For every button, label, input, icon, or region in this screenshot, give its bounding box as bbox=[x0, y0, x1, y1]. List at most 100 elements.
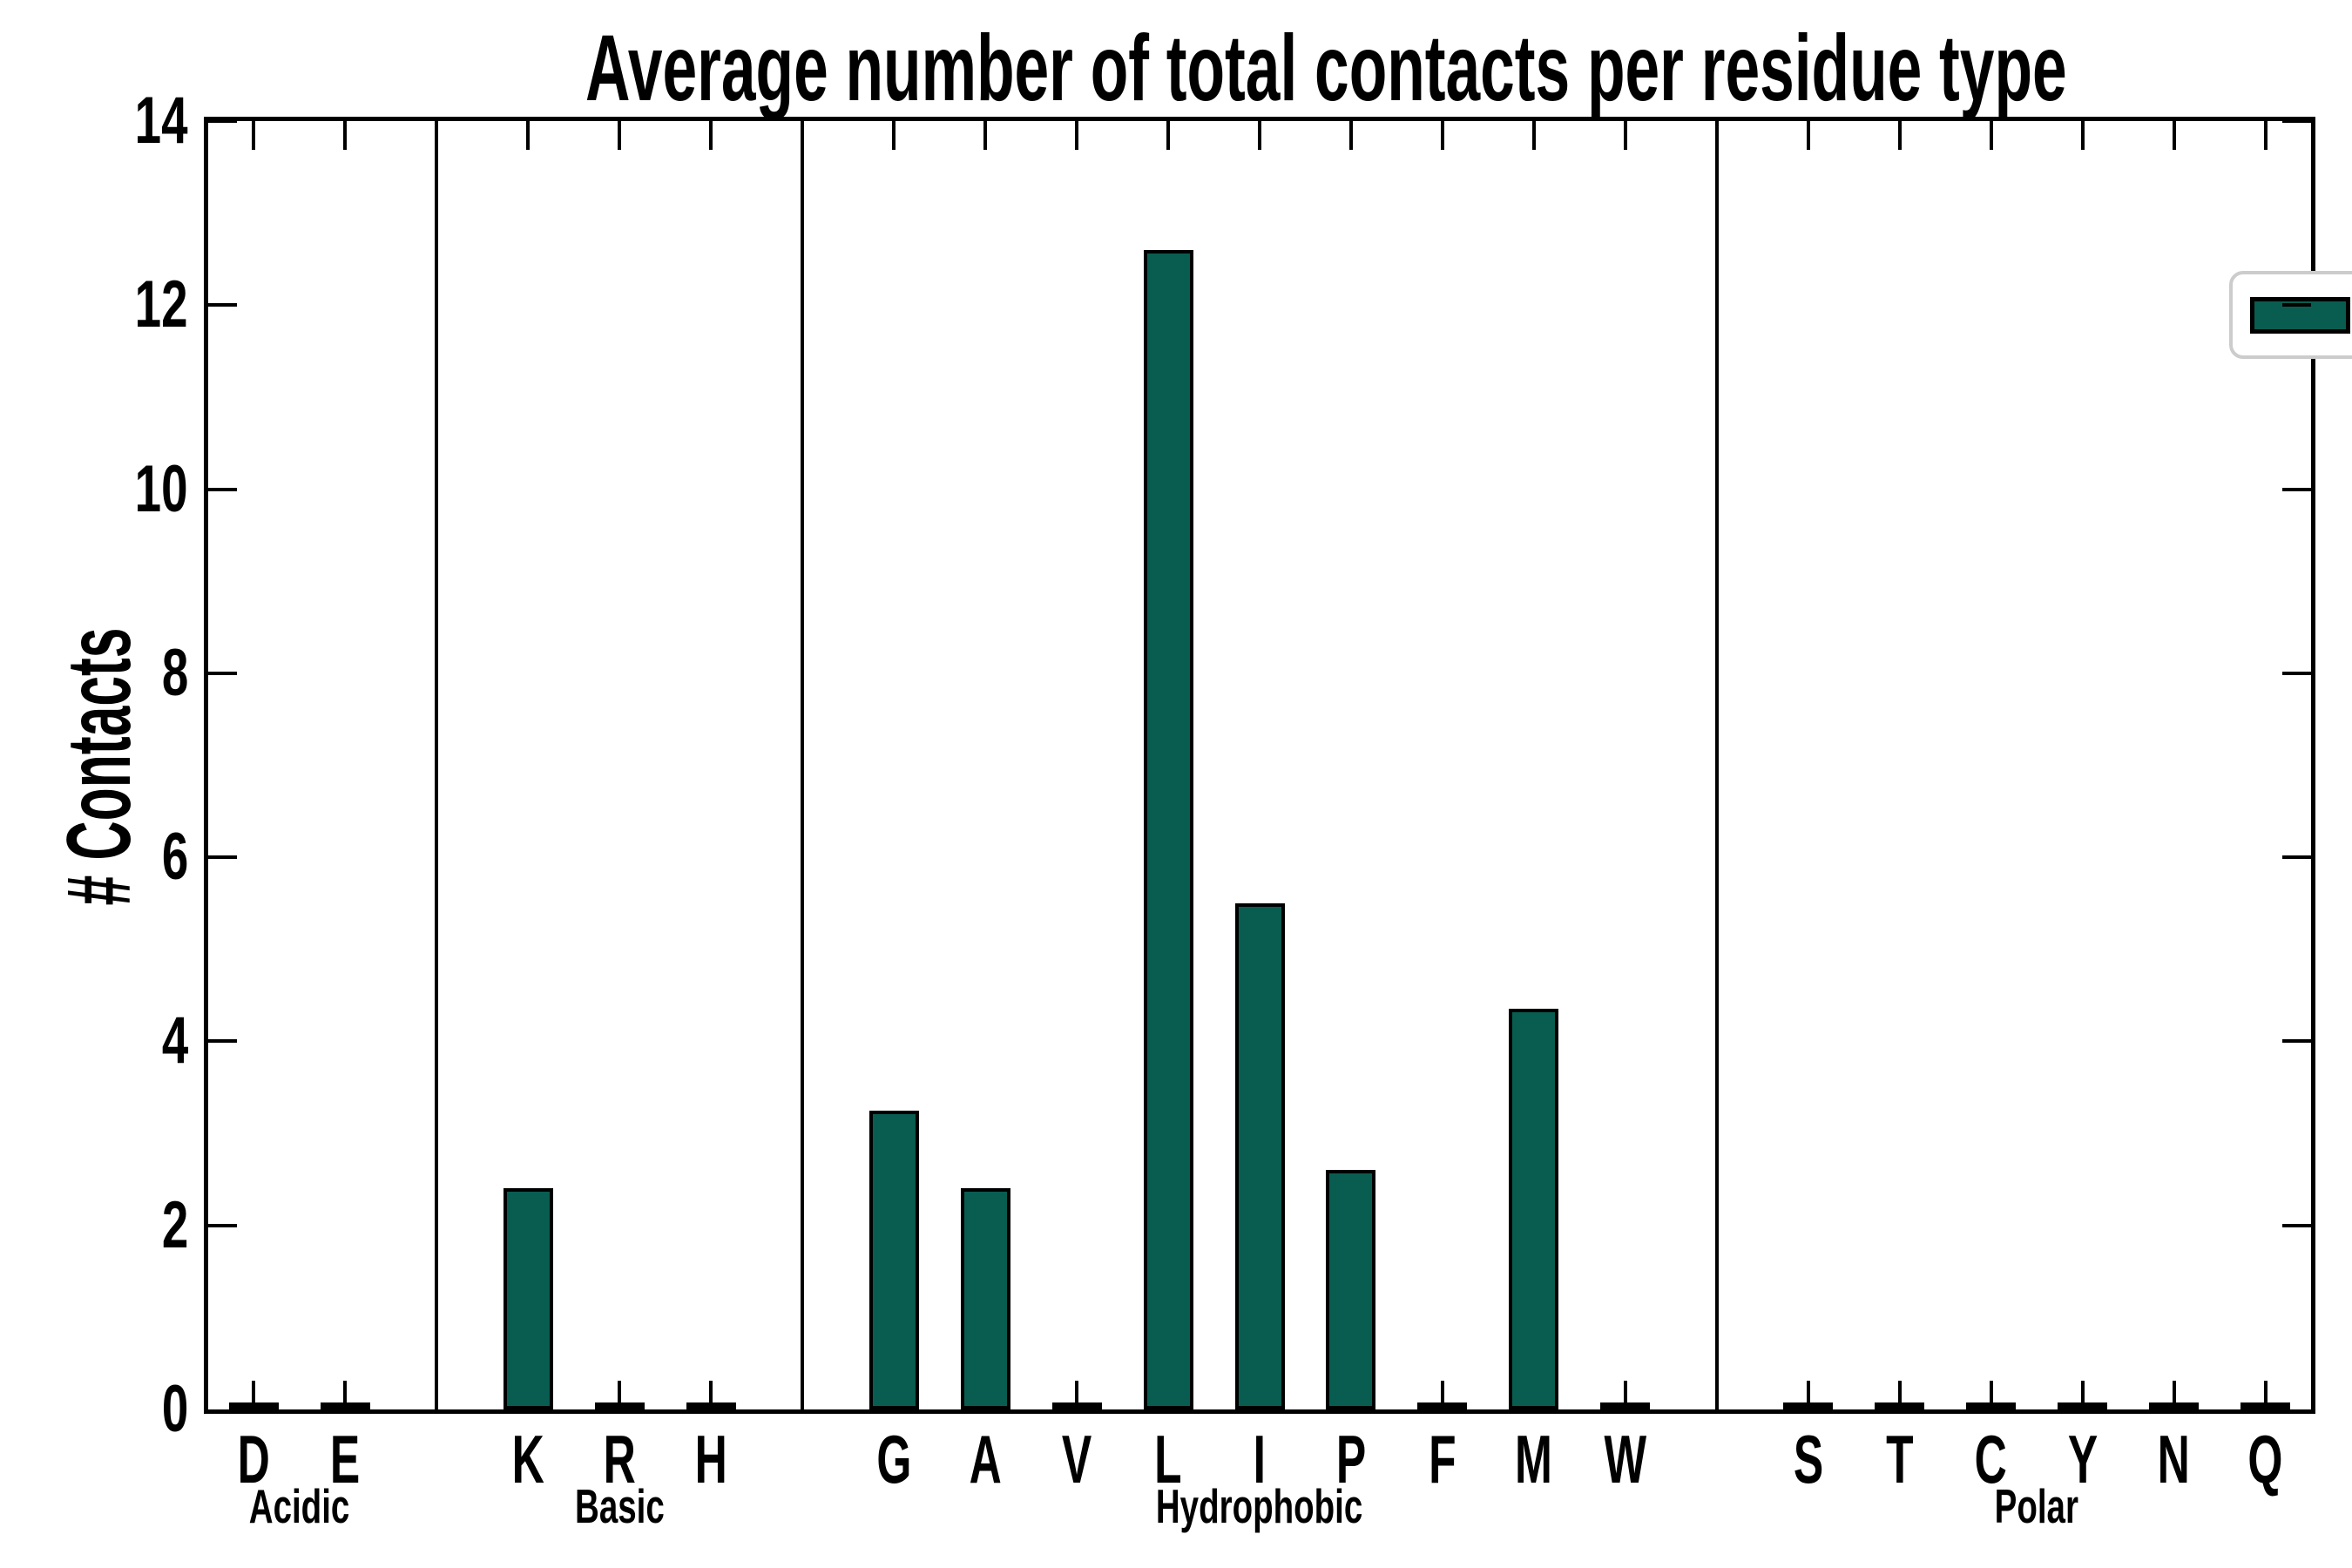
group-label-hydrophobic: Hydrophobic bbox=[1156, 1479, 1363, 1533]
bar-G bbox=[868, 1110, 919, 1409]
bar-Y bbox=[2058, 1402, 2108, 1409]
x-tick-bottom bbox=[1075, 1381, 1079, 1409]
group-label-polar: Polar bbox=[1994, 1479, 2079, 1533]
x-tick-label-T: T bbox=[1885, 1421, 1914, 1497]
x-tick-label-Y: Y bbox=[2067, 1421, 2098, 1497]
bar-I bbox=[1234, 902, 1285, 1409]
group-separator bbox=[801, 121, 805, 1409]
x-tick-bottom bbox=[1440, 1381, 1444, 1409]
x-tick-top bbox=[2263, 121, 2268, 150]
x-tick-label-S: S bbox=[1793, 1421, 1823, 1497]
bar-Q bbox=[2240, 1402, 2291, 1409]
x-tick-label-A: A bbox=[969, 1421, 1002, 1497]
x-tick-label-L: L bbox=[1154, 1421, 1182, 1497]
x-tick-label-F: F bbox=[1429, 1421, 1456, 1497]
y-tick-label: 14 bbox=[135, 84, 188, 158]
y-tick-left bbox=[208, 1039, 237, 1044]
group-separator bbox=[435, 121, 439, 1409]
y-tick-right bbox=[2282, 119, 2311, 123]
y-tick-right bbox=[2282, 671, 2311, 675]
x-tick-label-M: M bbox=[1515, 1421, 1553, 1497]
group-label-acidic: Acidic bbox=[249, 1479, 350, 1533]
y-tick-left bbox=[208, 855, 237, 860]
y-tick-right bbox=[2282, 1039, 2311, 1044]
x-tick-top bbox=[1531, 121, 1536, 150]
x-tick-bottom bbox=[252, 1381, 256, 1409]
group-label-basic: Basic bbox=[574, 1479, 665, 1533]
bar-W bbox=[1600, 1402, 1651, 1409]
y-tick-right bbox=[2282, 303, 2311, 308]
x-tick-bottom bbox=[2172, 1381, 2176, 1409]
x-tick-label-Q: Q bbox=[2247, 1421, 2283, 1497]
x-tick-label-N: N bbox=[2157, 1421, 2191, 1497]
chart-title: Average number of total contacts per res… bbox=[204, 16, 2315, 120]
y-tick-label: 10 bbox=[135, 451, 188, 526]
x-tick-bottom bbox=[1897, 1381, 1902, 1409]
y-tick-right bbox=[2282, 487, 2311, 491]
y-tick-left bbox=[208, 1223, 237, 1227]
bar-T bbox=[1875, 1402, 1925, 1409]
x-tick-bottom bbox=[1806, 1381, 1810, 1409]
group-separator bbox=[1714, 121, 1719, 1409]
bar-D bbox=[228, 1402, 279, 1409]
x-tick-top bbox=[526, 121, 531, 150]
x-tick-top bbox=[1075, 121, 1079, 150]
bar-F bbox=[1417, 1402, 1468, 1409]
bar-V bbox=[1051, 1402, 1102, 1409]
x-tick-top bbox=[2172, 121, 2176, 150]
y-tick-right bbox=[2282, 855, 2311, 860]
x-tick-top bbox=[343, 121, 348, 150]
x-tick-bottom bbox=[2263, 1381, 2268, 1409]
x-tick-top bbox=[1806, 121, 1810, 150]
y-tick-right bbox=[2282, 1223, 2311, 1227]
bar-C bbox=[1966, 1402, 2017, 1409]
legend-swatch-popc bbox=[2250, 296, 2350, 334]
x-tick-bottom bbox=[709, 1381, 713, 1409]
x-tick-top bbox=[618, 121, 622, 150]
y-tick-label: 4 bbox=[161, 1004, 188, 1078]
x-tick-top bbox=[1166, 121, 1171, 150]
x-tick-top bbox=[1623, 121, 1627, 150]
bar-S bbox=[1783, 1402, 1834, 1409]
x-tick-label-K: K bbox=[511, 1421, 544, 1497]
bar-H bbox=[686, 1402, 736, 1409]
x-tick-top bbox=[1989, 121, 1993, 150]
x-tick-label-R: R bbox=[603, 1421, 636, 1497]
x-tick-label-E: E bbox=[330, 1421, 361, 1497]
y-tick-label: 8 bbox=[161, 635, 188, 710]
x-tick-bottom bbox=[343, 1381, 348, 1409]
x-tick-label-I: I bbox=[1253, 1421, 1267, 1497]
x-tick-label-H: H bbox=[694, 1421, 727, 1497]
bar-M bbox=[1509, 1009, 1559, 1409]
x-tick-top bbox=[1258, 121, 1261, 150]
y-tick-label: 2 bbox=[161, 1187, 188, 1262]
y-axis-label: # Contacts bbox=[49, 627, 150, 906]
x-tick-label-V: V bbox=[1061, 1421, 1092, 1497]
x-tick-label-D: D bbox=[237, 1421, 271, 1497]
bar-E bbox=[320, 1402, 370, 1409]
x-tick-label-W: W bbox=[1604, 1421, 1647, 1497]
x-tick-top bbox=[1348, 121, 1353, 150]
y-tick-label: 12 bbox=[135, 267, 188, 342]
y-tick-left bbox=[208, 303, 237, 308]
x-tick-top bbox=[1897, 121, 1902, 150]
y-tick-left bbox=[208, 119, 237, 123]
y-tick-label: 0 bbox=[161, 1372, 188, 1446]
x-tick-bottom bbox=[1989, 1381, 1993, 1409]
x-tick-bottom bbox=[1623, 1381, 1627, 1409]
x-tick-top bbox=[1440, 121, 1444, 150]
x-tick-label-P: P bbox=[1335, 1421, 1367, 1497]
bar-R bbox=[594, 1402, 645, 1409]
bar-P bbox=[1326, 1170, 1376, 1409]
x-tick-top bbox=[2080, 121, 2085, 150]
y-tick-label: 6 bbox=[161, 820, 188, 895]
bar-K bbox=[503, 1188, 553, 1409]
x-tick-top bbox=[892, 121, 896, 150]
x-tick-top bbox=[709, 121, 713, 150]
x-tick-top bbox=[252, 121, 256, 150]
x-tick-bottom bbox=[2080, 1381, 2085, 1409]
x-tick-label-C: C bbox=[1975, 1421, 2008, 1497]
x-tick-label-G: G bbox=[876, 1421, 912, 1497]
y-tick-left bbox=[208, 671, 237, 675]
